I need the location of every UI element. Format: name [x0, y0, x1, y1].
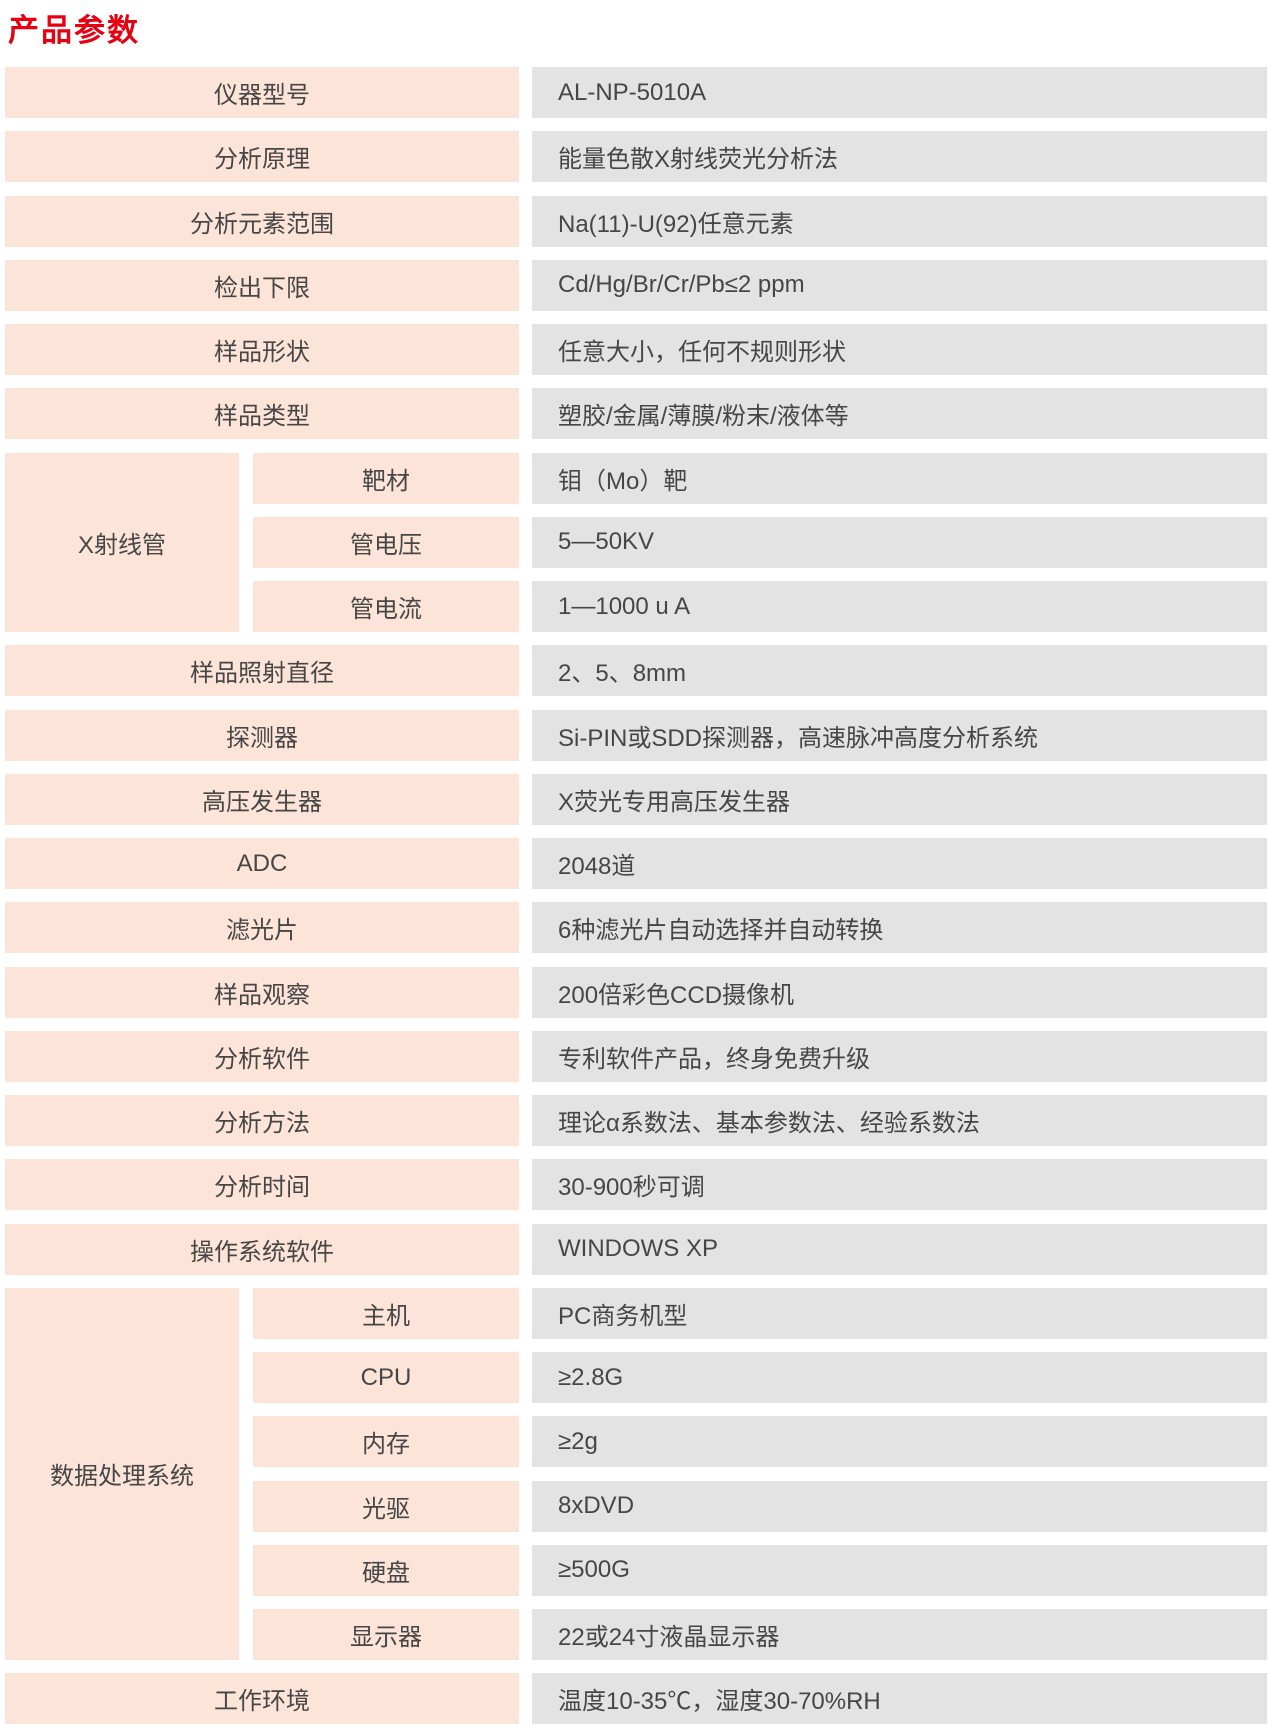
spec-value: 2048道 — [532, 838, 1267, 889]
spec-row-optical-drive: 光驱 8xDVD — [253, 1480, 1268, 1532]
spec-value: Na(11)-U(92)任意元素 — [532, 195, 1267, 247]
spec-value: 200倍彩色CCD摄像机 — [532, 966, 1267, 1018]
spec-label: 样品照射直径 — [5, 645, 519, 697]
spec-label: 样品形状 — [5, 324, 519, 375]
spec-group-x-ray-tube: X射线管 靶材 钼（Mo）靶 管电压 5—50KV 管电流 1—1000 u A — [5, 452, 1268, 632]
spec-group-rows: 主机 PC商务机型 CPU ≥2.8G 内存 ≥2g 光驱 8xDVD 硬盘 ≥… — [253, 1287, 1268, 1660]
spec-sub-label: 靶材 — [253, 452, 519, 504]
spec-row-tube-current: 管电流 1—1000 u A — [253, 581, 1268, 632]
spec-label: ADC — [5, 838, 519, 889]
spec-value: 塑胶/金属/薄膜/粉末/液体等 — [532, 388, 1267, 440]
spec-row-memory: 内存 ≥2g — [253, 1416, 1268, 1468]
spec-label: 样品类型 — [5, 388, 519, 440]
spec-row-instrument-model: 仪器型号 AL-NP-5010A — [5, 67, 1268, 118]
spec-row-host: 主机 PC商务机型 — [253, 1287, 1268, 1339]
spec-group-label: X射线管 — [5, 452, 239, 632]
spec-row-target-material: 靶材 钼（Mo）靶 — [253, 452, 1268, 504]
spec-label: 分析方法 — [5, 1095, 519, 1146]
spec-label: 操作系统软件 — [5, 1223, 519, 1275]
spec-value: Si-PIN或SDD探测器，高速脉冲高度分析系统 — [532, 709, 1267, 761]
spec-value: 能量色散X射线荧光分析法 — [532, 131, 1267, 183]
spec-row-cpu: CPU ≥2.8G — [253, 1352, 1268, 1403]
spec-value: ≥2g — [532, 1416, 1267, 1468]
spec-value: Cd/Hg/Br/Cr/Pb≤2 ppm — [532, 259, 1267, 311]
spec-label: 分析时间 — [5, 1159, 519, 1211]
spec-row-detection-limit: 检出下限 Cd/Hg/Br/Cr/Pb≤2 ppm — [5, 259, 1268, 311]
spec-sub-label: 管电压 — [253, 516, 519, 568]
spec-value: WINDOWS XP — [532, 1223, 1267, 1275]
spec-value: X荧光专用高压发生器 — [532, 773, 1267, 825]
spec-row-adc: ADC 2048道 — [5, 838, 1268, 889]
spec-row-operating-system: 操作系统软件 WINDOWS XP — [5, 1223, 1268, 1275]
spec-label: 分析软件 — [5, 1030, 519, 1082]
spec-sub-label: 硬盘 — [253, 1544, 519, 1596]
spec-value: 钼（Mo）靶 — [532, 452, 1267, 504]
spec-row-irradiation-diameter: 样品照射直径 2、5、8mm — [5, 645, 1268, 697]
spec-table: 仪器型号 AL-NP-5010A 分析原理 能量色散X射线荧光分析法 分析元素范… — [5, 67, 1268, 1725]
spec-row-analysis-principle: 分析原理 能量色散X射线荧光分析法 — [5, 131, 1268, 183]
spec-row-sample-shape: 样品形状 任意大小，任何不规则形状 — [5, 324, 1268, 375]
spec-value: 专利软件产品，终身免费升级 — [532, 1030, 1267, 1082]
spec-value: 1—1000 u A — [532, 581, 1267, 632]
spec-value: 8xDVD — [532, 1480, 1267, 1532]
spec-sub-label: 内存 — [253, 1416, 519, 1468]
spec-value: 理论α系数法、基本参数法、经验系数法 — [532, 1095, 1267, 1146]
spec-group-data-processing-system: 数据处理系统 主机 PC商务机型 CPU ≥2.8G 内存 ≥2g 光驱 8xD… — [5, 1287, 1268, 1660]
spec-value: AL-NP-5010A — [532, 67, 1267, 118]
spec-row-monitor: 显示器 22或24寸液晶显示器 — [253, 1609, 1268, 1660]
spec-row-analysis-software: 分析软件 专利软件产品，终身免费升级 — [5, 1030, 1268, 1082]
spec-sub-label: CPU — [253, 1352, 519, 1403]
spec-row-element-range: 分析元素范围 Na(11)-U(92)任意元素 — [5, 195, 1268, 247]
spec-sub-label: 管电流 — [253, 581, 519, 632]
spec-row-hard-disk: 硬盘 ≥500G — [253, 1544, 1268, 1596]
spec-value: 温度10-35℃，湿度30-70%RH — [532, 1673, 1267, 1725]
spec-row-working-environment: 工作环境 温度10-35℃，湿度30-70%RH — [5, 1673, 1268, 1725]
spec-sub-label: 主机 — [253, 1287, 519, 1339]
spec-row-sample-observation: 样品观察 200倍彩色CCD摄像机 — [5, 966, 1268, 1018]
spec-group-label: 数据处理系统 — [5, 1287, 239, 1660]
page-title: 产品参数 — [8, 13, 140, 48]
spec-group-rows: 靶材 钼（Mo）靶 管电压 5—50KV 管电流 1—1000 u A — [253, 452, 1268, 632]
spec-label: 分析原理 — [5, 131, 519, 183]
spec-row-hv-generator: 高压发生器 X荧光专用高压发生器 — [5, 773, 1268, 825]
spec-label: 样品观察 — [5, 966, 519, 1018]
spec-row-analysis-time: 分析时间 30-900秒可调 — [5, 1159, 1268, 1211]
spec-row-tube-voltage: 管电压 5—50KV — [253, 516, 1268, 568]
spec-value: ≥2.8G — [532, 1352, 1267, 1403]
spec-value: 22或24寸液晶显示器 — [532, 1609, 1267, 1660]
spec-value: PC商务机型 — [532, 1287, 1267, 1339]
spec-value: ≥500G — [532, 1544, 1267, 1596]
spec-sub-label: 显示器 — [253, 1609, 519, 1660]
spec-value: 任意大小，任何不规则形状 — [532, 324, 1267, 375]
spec-value: 30-900秒可调 — [532, 1159, 1267, 1211]
spec-label: 仪器型号 — [5, 67, 519, 118]
spec-value: 2、5、8mm — [532, 645, 1267, 697]
spec-row-sample-type: 样品类型 塑胶/金属/薄膜/粉末/液体等 — [5, 388, 1268, 440]
spec-value: 6种滤光片自动选择并自动转换 — [532, 902, 1267, 954]
spec-label: 工作环境 — [5, 1673, 519, 1725]
spec-value: 5—50KV — [532, 516, 1267, 568]
spec-label: 滤光片 — [5, 902, 519, 954]
spec-sub-label: 光驱 — [253, 1480, 519, 1532]
spec-row-analysis-method: 分析方法 理论α系数法、基本参数法、经验系数法 — [5, 1095, 1268, 1146]
spec-label: 探测器 — [5, 709, 519, 761]
spec-label: 检出下限 — [5, 259, 519, 311]
spec-row-filter: 滤光片 6种滤光片自动选择并自动转换 — [5, 902, 1268, 954]
spec-label: 高压发生器 — [5, 773, 519, 825]
spec-row-detector: 探测器 Si-PIN或SDD探测器，高速脉冲高度分析系统 — [5, 709, 1268, 761]
spec-label: 分析元素范围 — [5, 195, 519, 247]
